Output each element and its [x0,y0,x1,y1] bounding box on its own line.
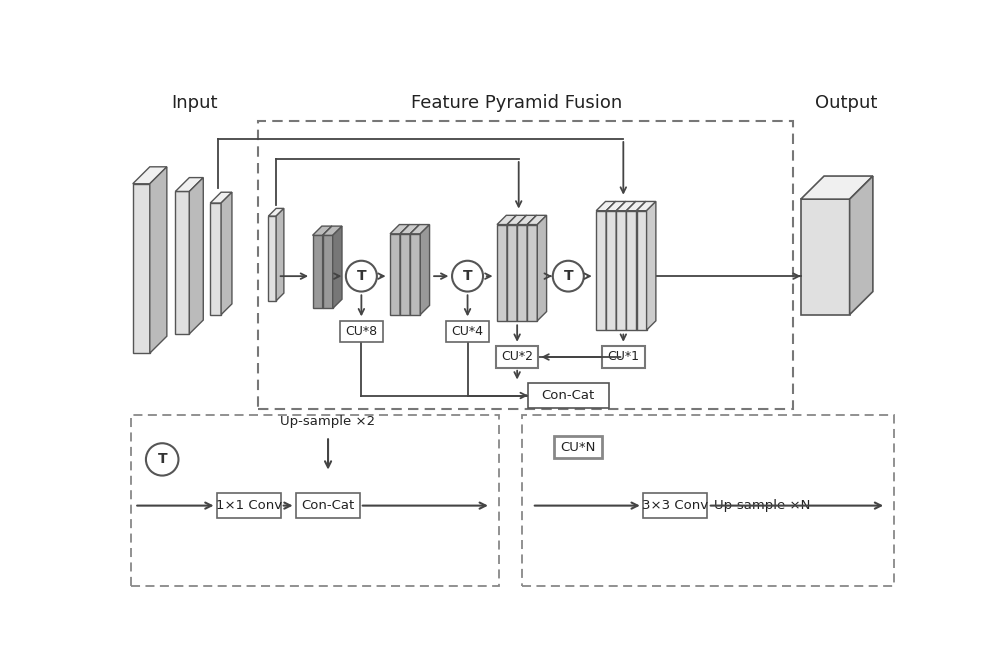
Bar [528,383,609,408]
Polygon shape [410,234,420,315]
Polygon shape [210,192,232,203]
Bar [522,415,894,586]
Circle shape [553,261,584,291]
Circle shape [452,261,483,291]
Text: 3×3 Conv: 3×3 Conv [642,499,708,512]
Polygon shape [175,192,189,334]
Polygon shape [410,225,420,315]
Polygon shape [410,225,430,234]
Polygon shape [801,176,873,199]
Bar [258,120,793,408]
Polygon shape [801,199,850,315]
Polygon shape [507,225,517,321]
Polygon shape [420,225,430,315]
Polygon shape [210,203,221,315]
Polygon shape [527,215,547,225]
Polygon shape [333,226,342,309]
Polygon shape [133,184,150,353]
Polygon shape [626,201,646,211]
Polygon shape [606,201,616,330]
Polygon shape [497,215,516,225]
Polygon shape [323,235,333,309]
Text: Con-Cat: Con-Cat [542,389,595,402]
Polygon shape [323,226,342,235]
Text: Input: Input [172,94,218,112]
Polygon shape [637,201,656,211]
Polygon shape [150,167,167,353]
Polygon shape [268,208,284,216]
Polygon shape [637,201,646,330]
Polygon shape [537,215,547,321]
Text: T: T [357,269,366,283]
Polygon shape [527,225,537,321]
Text: T: T [563,269,573,283]
Bar [554,436,602,458]
Polygon shape [626,201,636,330]
Text: Up-sample ×N: Up-sample ×N [714,499,810,512]
Bar [496,346,538,368]
Text: Con-Cat: Con-Cat [301,499,355,512]
Polygon shape [517,225,527,321]
Polygon shape [606,201,626,211]
Text: CU*1: CU*1 [607,350,639,364]
Polygon shape [637,211,647,330]
Polygon shape [390,225,409,234]
Polygon shape [616,201,626,330]
Polygon shape [606,211,616,330]
Text: 1×1 Conv: 1×1 Conv [216,499,282,512]
Text: Output: Output [815,94,877,112]
Polygon shape [507,215,526,225]
Polygon shape [850,176,873,315]
Bar [643,493,707,518]
Bar [131,415,499,586]
Polygon shape [400,225,420,234]
Polygon shape [313,226,332,235]
Text: T: T [157,452,167,466]
Polygon shape [517,215,526,321]
Polygon shape [268,216,276,301]
Text: CU*N: CU*N [561,441,596,454]
Polygon shape [527,215,537,321]
Text: CU*2: CU*2 [501,350,533,364]
Polygon shape [626,211,637,330]
Polygon shape [133,167,167,184]
Polygon shape [221,192,232,315]
Circle shape [346,261,377,291]
Bar [446,321,489,342]
Polygon shape [596,201,616,211]
Polygon shape [390,234,400,315]
Bar [217,493,281,518]
Polygon shape [313,235,323,309]
Text: T: T [463,269,472,283]
Polygon shape [507,215,516,321]
Polygon shape [616,201,636,211]
Bar [296,493,360,518]
Circle shape [146,444,178,475]
Polygon shape [323,226,332,309]
Polygon shape [647,201,656,330]
Text: CU*8: CU*8 [345,325,377,338]
Bar [340,321,383,342]
Text: Feature Pyramid Fusion: Feature Pyramid Fusion [411,94,622,112]
Polygon shape [517,215,537,225]
Text: CU*4: CU*4 [452,325,484,338]
Polygon shape [400,225,409,315]
Polygon shape [616,211,626,330]
Bar [602,346,645,368]
Polygon shape [175,178,203,192]
Text: Up-sample ×2: Up-sample ×2 [280,415,376,428]
Polygon shape [596,211,606,330]
Polygon shape [189,178,203,334]
Polygon shape [400,234,410,315]
Polygon shape [497,225,507,321]
Polygon shape [276,208,284,301]
